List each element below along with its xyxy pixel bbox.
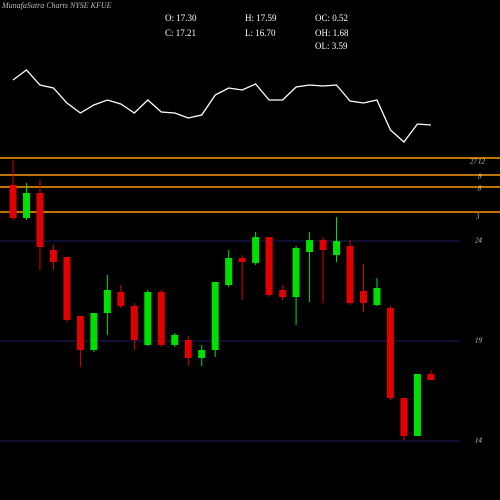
candle-body — [49, 250, 57, 262]
candle-body — [252, 237, 260, 263]
candle-body — [211, 282, 219, 350]
level-label: 8 — [478, 185, 482, 193]
candle-body — [413, 374, 421, 436]
indicator-line — [12, 69, 431, 143]
chart-title: MunafaSutra Charts NYSE KFUE — [1, 1, 112, 10]
ohlc-stat: C: 17.21 — [165, 28, 196, 38]
candle-body — [184, 340, 192, 358]
candle-body — [103, 290, 111, 313]
candle-body — [198, 350, 206, 358]
y-tick-label: 14 — [475, 437, 483, 445]
candle-body — [400, 398, 408, 436]
candle-body — [373, 288, 381, 305]
candle-body — [9, 185, 17, 218]
candle-body — [359, 291, 367, 303]
candle-body — [22, 193, 30, 218]
candle-body — [225, 258, 233, 285]
candle-body — [157, 292, 165, 345]
level-label: 12 — [478, 158, 486, 166]
candle-body — [386, 308, 394, 398]
candle-body — [333, 241, 341, 255]
candle-body — [279, 290, 287, 297]
ohlc-stat: L: 16.70 — [245, 28, 276, 38]
candle-body — [238, 258, 246, 262]
y-tick-label: 19 — [475, 337, 483, 345]
candle-body — [292, 248, 300, 297]
candle-body — [265, 237, 273, 295]
level-label: 8 — [478, 173, 482, 181]
candle-body — [319, 240, 327, 250]
candle-body — [171, 335, 179, 345]
candle-body — [76, 316, 84, 350]
candle-body — [346, 246, 354, 303]
candle-body — [36, 193, 44, 247]
candle-body — [306, 240, 314, 252]
candle-body — [63, 257, 71, 320]
level-label: 27 — [470, 158, 478, 166]
ohlc-stat: O: 17.30 — [165, 13, 197, 23]
ohlc-stat: OL: 3.59 — [315, 41, 348, 51]
level-label: 3 — [475, 213, 480, 221]
ohlc-stat: OH: 1.68 — [315, 28, 349, 38]
ohlc-stat: OC: 0.52 — [315, 13, 348, 23]
candle-body — [130, 306, 138, 340]
candle-body — [427, 374, 435, 380]
y-tick-label: 24 — [475, 237, 483, 245]
ohlc-stat: H: 17.59 — [245, 13, 277, 23]
candle-body — [90, 313, 98, 350]
candle-body — [117, 292, 125, 306]
candle-body — [144, 292, 152, 345]
